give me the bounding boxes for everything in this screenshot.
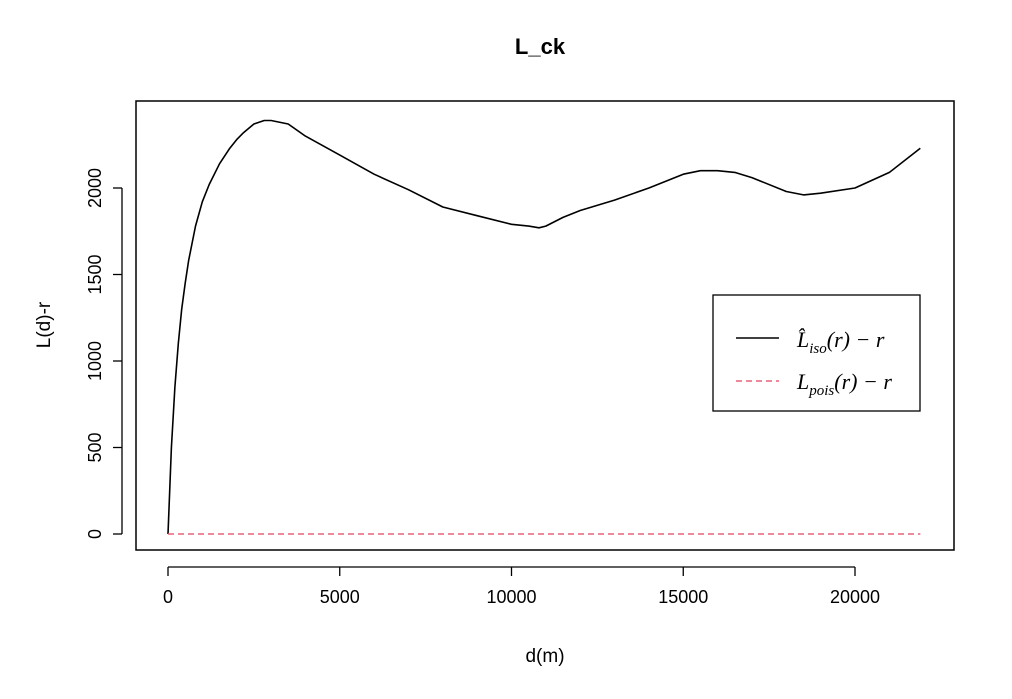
x-tick-label: 0 — [163, 587, 173, 607]
legend-iso-rest: (r) − r — [827, 327, 885, 352]
x-tick-label: 15000 — [658, 587, 708, 607]
x-tick-label: 5000 — [320, 587, 360, 607]
x-axis: 0 5000 10000 15000 20000 — [163, 566, 880, 607]
y-axis-label: L(d)-r — [34, 301, 55, 348]
series-line-0 — [167, 119, 921, 535]
legend-entry-iso: L̂iso(r) − r — [796, 327, 885, 357]
plot-frame — [135, 100, 955, 551]
legend-box — [712, 294, 921, 412]
chart-title: L_ck — [515, 34, 566, 59]
legend-pois-sub: pois — [808, 383, 834, 399]
x-tick-label: 10000 — [486, 587, 536, 607]
legend-iso-sub: iso — [809, 341, 827, 357]
legend: L̂iso(r) − r Lpois(r) − r — [712, 294, 921, 412]
y-tick-label: 500 — [85, 432, 105, 462]
legend-entry-pois: Lpois(r) − r — [796, 369, 892, 399]
legend-pois-rest: (r) − r — [834, 369, 892, 394]
y-tick-label: 0 — [85, 529, 105, 539]
x-tick-label: 20000 — [830, 587, 880, 607]
y-tick-label: 2000 — [85, 168, 105, 208]
y-tick-label: 1000 — [85, 341, 105, 381]
x-axis-label: d(m) — [525, 646, 564, 667]
legend-iso-main: L̂ — [796, 327, 809, 352]
legend-pois-main: L — [796, 369, 809, 394]
plot-series — [167, 119, 921, 535]
y-tick-label: 1500 — [85, 254, 105, 294]
y-axis: 0 500 1000 1500 2000 — [85, 168, 123, 539]
